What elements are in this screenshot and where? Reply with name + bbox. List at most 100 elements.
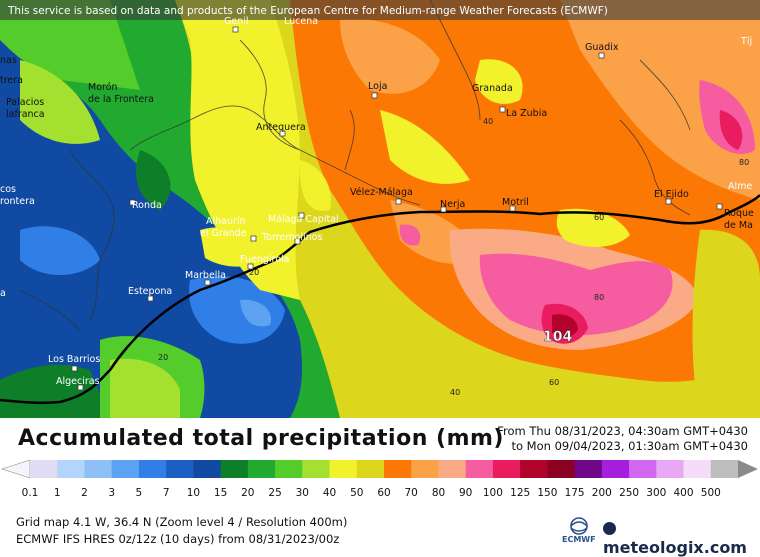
city-label: trera (0, 75, 23, 86)
city-label: Genil (224, 16, 249, 27)
grid-info: Grid map 4.1 W, 36.4 N (Zoom level 4 / R… (16, 515, 348, 529)
legend-swatch (438, 460, 467, 478)
city-label: Los Barrios (48, 354, 100, 365)
map-canvas: This service is based on data and produc… (0, 0, 760, 418)
city-label: nas (0, 55, 17, 66)
color-scale-labels: 0.1 1 2 3 5 7 10 15 20 25 30 40 50 60 70 80 90 100 125 150 1… (0, 487, 760, 501)
legend-swatch (302, 460, 331, 478)
city-label: Fuengirola (240, 254, 289, 265)
legend-swatch (492, 460, 521, 478)
city-label: Granada (472, 83, 513, 94)
city-label: Algeciras (56, 376, 100, 387)
legend-swatch (384, 460, 412, 478)
city-label: Morón (88, 82, 118, 93)
precipitation-map[interactable]: This service is based on data and produc… (0, 0, 760, 418)
legend-tick-label: 70 (404, 487, 418, 499)
legend-swatch (193, 460, 222, 478)
legend-arrow-left (1, 459, 31, 479)
city-label: Estepona (128, 286, 172, 297)
contour-label: 60 (594, 213, 604, 222)
legend-swatch (247, 460, 276, 478)
ecmwf-logo-text: ECMWF (562, 535, 596, 544)
legend-arrow-right (738, 460, 758, 478)
contour-label: 80 (594, 293, 604, 302)
meteologix-logo[interactable]: meteologix.com (603, 519, 760, 557)
legend-tick-label: 90 (459, 487, 473, 499)
city-label: Loja (368, 81, 387, 92)
max-value-label: 104 (543, 329, 572, 345)
legend-tick-label: 125 (510, 487, 531, 499)
city-label: Alhaurín (206, 216, 246, 227)
legend-tick-label: 30 (295, 487, 309, 499)
map-title: Accumulated total precipitation (mm) (18, 426, 504, 451)
legend-panel: Accumulated total precipitation (mm) Fro… (0, 418, 760, 557)
city-label: Vélez-Málaga (350, 187, 413, 198)
contour-label: 40 (483, 117, 493, 126)
legend-swatch (57, 460, 85, 478)
legend-swatch (138, 460, 167, 478)
contour-label: 60 (549, 378, 559, 387)
legend-swatch (84, 460, 113, 478)
city-label: lafranca (6, 109, 45, 120)
legend-tick-label: 60 (377, 487, 391, 499)
city-label: Lucena (284, 16, 318, 27)
contour-label: 40 (450, 388, 460, 397)
legend-tick-label: 2 (81, 487, 88, 499)
city-label: Marbella (185, 270, 226, 281)
ecmwf-logo: ECMWF (562, 516, 596, 546)
contour-label: 20 (249, 268, 259, 277)
banner-text: This service is based on data and produc… (7, 5, 608, 17)
legend-tick-label: 150 (537, 487, 558, 499)
city-label: Palacios (6, 97, 44, 108)
legend-swatch (329, 460, 358, 478)
legend-swatch (465, 460, 494, 478)
city-label: rontera (0, 196, 35, 207)
contour-label: 20 (158, 353, 168, 362)
legend-swatch (30, 460, 58, 478)
legend-tick-label: 200 (591, 487, 612, 499)
legend-swatch (656, 460, 685, 478)
contour-label: 80 (739, 158, 749, 167)
city-label: Ronda (132, 200, 162, 211)
meteologix-logo-text: meteologix.com (603, 538, 747, 557)
legend-tick-label: 0.1 (21, 487, 39, 499)
legend-swatch (275, 460, 303, 478)
city-label: de Ma (724, 220, 753, 231)
legend-tick-label: 25 (268, 487, 282, 499)
city-label: Guadix (585, 42, 619, 53)
period-to: to Mon 09/04/2023, 01:30am GMT+0430 (511, 439, 748, 453)
city-label: de la Frontera (88, 94, 154, 105)
legend-swatch (520, 460, 548, 478)
legend-tick-label: 10 (186, 487, 201, 499)
city-label: Antequera (256, 122, 306, 133)
city-label: El Ejido (654, 189, 689, 200)
legend-tick-label: 175 (564, 487, 585, 499)
city-label: Torremolinos (261, 232, 322, 243)
legend-tick-label: 15 (213, 487, 228, 499)
city-label: el Grande (200, 228, 247, 239)
city-label: La Zubia (506, 108, 547, 119)
legend-tick-label: 5 (135, 487, 143, 499)
legend-swatch (411, 460, 439, 478)
city-label: Alme (728, 181, 752, 192)
legend-tick-label: 500 (700, 487, 721, 499)
legend-swatch (356, 460, 385, 478)
legend-tick-label: 50 (350, 487, 364, 499)
city-label: Tíj (740, 36, 752, 47)
legend-swatch (574, 460, 603, 478)
legend-swatch (547, 460, 576, 478)
color-scale-bar (1, 459, 758, 479)
legend-swatch (166, 460, 194, 478)
city-label: Nerja (440, 199, 465, 210)
legend-tick-label: 80 (431, 487, 446, 499)
legend-tick-label: 1 (53, 487, 61, 499)
city-label: cos (0, 184, 16, 195)
legend-tick-label: 100 (482, 487, 503, 499)
legend-swatch (601, 460, 630, 478)
legend-swatch (629, 460, 657, 478)
legend-tick-label: 400 (673, 487, 694, 499)
legend-swatch (111, 460, 140, 478)
city-label: Málaga Capital (268, 214, 339, 225)
forecast-period: From Thu 08/31/2023, 04:30am GMT+0430 to… (497, 424, 748, 454)
city-label: Roque (724, 208, 754, 219)
